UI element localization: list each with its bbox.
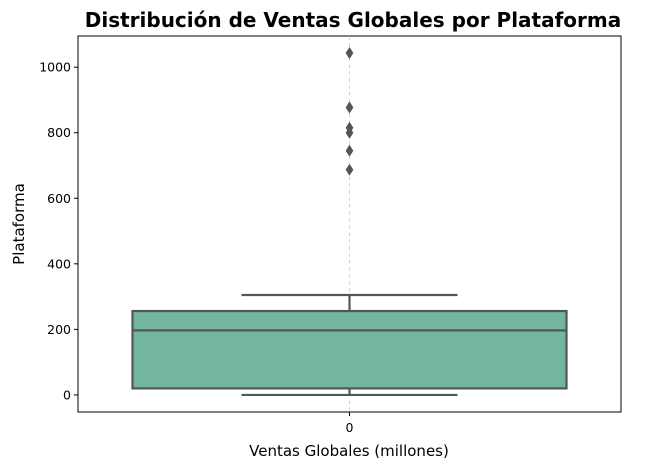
x-axis: 0: [346, 412, 354, 435]
outlier-point: [345, 163, 354, 176]
chart-title: Distribución de Ventas Globales por Plat…: [85, 8, 622, 32]
outlier-point: [345, 101, 354, 114]
outlier-point: [345, 144, 354, 157]
y-axis-label: Plataforma: [10, 183, 28, 265]
iqr-box: [131, 309, 568, 390]
outlier-point: [345, 121, 354, 134]
outlier-point: [345, 46, 354, 60]
plot-area: [77, 35, 622, 413]
y-tick-label: 0: [63, 387, 71, 402]
y-tick-label: 600: [47, 191, 71, 206]
box-group: [131, 293, 568, 397]
y-axis: 0 200 400 600 800 1000: [39, 60, 78, 402]
x-tick-label: 0: [346, 420, 354, 435]
outlier-group: [345, 46, 354, 176]
y-tick-label: 400: [47, 256, 71, 271]
y-tick-label: 200: [47, 322, 71, 337]
y-tick-label: 800: [47, 125, 71, 140]
x-axis-label: Ventas Globales (millones): [249, 442, 449, 460]
y-tick-label: 1000: [39, 60, 71, 75]
